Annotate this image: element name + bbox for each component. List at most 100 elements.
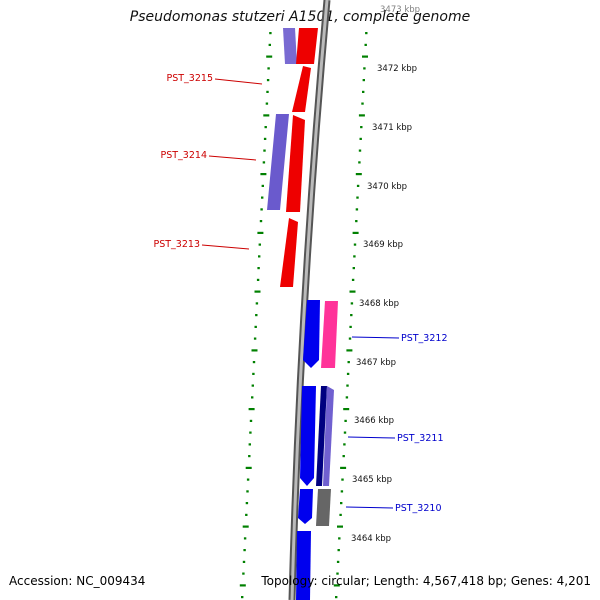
scale-tick (254, 290, 261, 293)
scale-tick (335, 596, 338, 599)
gene-feature[interactable] (267, 114, 289, 210)
scale-tick (239, 584, 246, 587)
gene-feature[interactable] (280, 218, 298, 287)
scale-tick (364, 43, 367, 46)
scale-tick (337, 549, 340, 552)
gene-label[interactable]: PST_3210 (395, 503, 442, 514)
scale-tick (346, 349, 353, 352)
scale-tick (249, 431, 252, 434)
scale-tick (248, 443, 251, 446)
gene-feature[interactable] (323, 386, 334, 486)
gene-leader-line (201, 244, 250, 250)
gene-label[interactable]: PST_3214 (161, 150, 208, 161)
scale-labels: 3473 kbp 3472 kbp 3471 kbp 3470 kbp 3469 kbp… (351, 5, 420, 544)
scale-tick (358, 114, 365, 117)
gene-feature[interactable] (298, 489, 313, 524)
scale-label: 3473 kbp (380, 5, 420, 15)
scale-label: 3467 kbp (356, 358, 396, 368)
gene-feature[interactable] (300, 386, 316, 486)
scale-tick (340, 466, 347, 469)
scale-tick (349, 325, 352, 328)
scale-tick (343, 443, 346, 446)
scale-tick (257, 267, 260, 270)
scale-tick (355, 173, 362, 176)
scale-tick (249, 419, 253, 422)
scale-tick (352, 231, 359, 234)
scale-tick (353, 255, 356, 258)
genome-backbone-highlight (290, 0, 329, 600)
scale-tick (360, 126, 363, 129)
scale-tick (340, 502, 343, 505)
scale-tick (252, 361, 256, 364)
scale-tick (264, 126, 267, 129)
scale-tick (248, 455, 251, 458)
scale-tick (266, 90, 269, 93)
scale-tick (252, 372, 255, 375)
scale-tick (265, 102, 269, 105)
gene-leader-line (345, 506, 394, 509)
scale-tick (343, 431, 347, 434)
outer-scale-ring (333, 32, 368, 599)
scale-tick (245, 466, 252, 469)
scale-tick (245, 513, 248, 516)
scale-tick (261, 196, 264, 199)
scale-label: 3471 kbp (372, 123, 412, 133)
scale-tick (362, 79, 365, 82)
scale-tick (348, 337, 352, 340)
gene-feature[interactable] (316, 489, 331, 526)
gene-feature[interactable] (296, 531, 311, 600)
scale-tick (269, 32, 272, 35)
gene-feature[interactable] (316, 386, 327, 486)
scale-tick (336, 560, 340, 563)
scale-tick (242, 560, 246, 563)
gene-label[interactable]: PST_3213 (154, 239, 201, 250)
gene-label[interactable]: PST_3215 (167, 73, 214, 84)
scale-tick (365, 32, 368, 35)
scale-tick (245, 502, 249, 505)
gene-feature[interactable] (283, 28, 297, 64)
map-title: Pseudomonas stutzeri A1501, complete gen… (129, 9, 471, 25)
gene-label[interactable]: PST_3212 (401, 333, 448, 344)
scale-tick (241, 596, 244, 599)
scale-label: 3469 kbp (363, 240, 403, 250)
scale-tick (263, 137, 267, 140)
scale-tick (268, 43, 271, 46)
scale-tick (251, 349, 258, 352)
scale-tick (353, 243, 357, 246)
scale-tick (259, 220, 263, 223)
scale-tick (356, 184, 360, 187)
gene-leader-line (208, 155, 257, 161)
scale-label: 3464 kbp (351, 534, 391, 544)
gene-feature[interactable] (303, 300, 320, 368)
scale-tick (352, 267, 355, 270)
scale-tick (246, 490, 249, 493)
gene-label[interactable]: PST_3211 (397, 433, 444, 444)
scale-tick (262, 161, 266, 164)
gene-feature[interactable] (296, 28, 318, 64)
scale-tick (266, 79, 270, 82)
gene-feature[interactable] (292, 66, 311, 112)
gene-feature[interactable] (286, 115, 305, 212)
scale-tick (350, 302, 354, 305)
scale-tick (263, 149, 266, 152)
scale-label: 3472 kbp (377, 64, 417, 74)
gene-leader-line (347, 436, 396, 439)
scale-label: 3465 kbp (352, 475, 392, 485)
inner-scale-ring (239, 32, 273, 599)
scale-tick (341, 478, 344, 481)
scale-tick (253, 337, 257, 340)
scale-tick (246, 478, 250, 481)
scale-tick (343, 408, 350, 411)
scale-tick (258, 255, 261, 258)
scale-tick (258, 243, 261, 246)
scale-tick (362, 90, 365, 93)
scale-tick (255, 302, 259, 305)
scale-tick (349, 290, 356, 293)
scale-tick (243, 549, 246, 552)
gene-feature[interactable] (321, 301, 338, 368)
scale-tick (355, 220, 358, 223)
scale-tick (361, 102, 364, 105)
scale-tick (344, 419, 347, 422)
scale-tick (333, 584, 340, 587)
